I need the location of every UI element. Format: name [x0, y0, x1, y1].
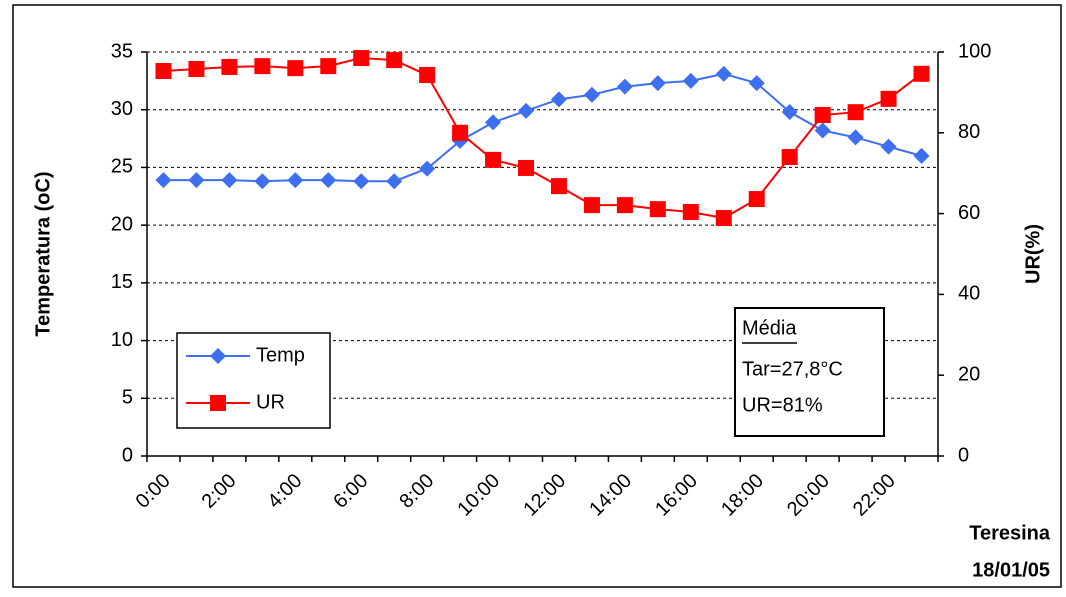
data-point	[320, 172, 337, 189]
y-axis-title: Temperatura (oC)	[32, 171, 54, 336]
y-tick-label: 5	[122, 387, 133, 409]
data-point	[682, 203, 699, 220]
data-point	[616, 197, 633, 214]
data-point	[353, 173, 370, 190]
data-point	[847, 104, 864, 121]
annotation-line: Tar=27,8°C	[742, 358, 843, 380]
caption: Teresina	[969, 522, 1051, 544]
data-point	[781, 104, 798, 121]
data-point	[386, 173, 403, 190]
data-point	[287, 60, 304, 77]
y-tick-label: 10	[111, 329, 133, 351]
data-point	[847, 129, 864, 146]
data-point	[649, 75, 666, 92]
data-point	[583, 86, 600, 103]
data-point	[814, 107, 831, 124]
data-point	[715, 210, 732, 227]
y-tick-label: 20	[111, 213, 133, 235]
data-point	[485, 151, 502, 168]
legend-marker	[210, 348, 226, 364]
data-point	[748, 75, 765, 92]
data-point	[715, 65, 732, 82]
data-point	[748, 191, 765, 208]
data-point	[353, 50, 370, 67]
legend-label: UR	[256, 391, 285, 413]
legend: Temp UR	[176, 332, 331, 429]
data-point	[419, 160, 436, 177]
data-point	[254, 173, 271, 190]
y-tick-label: 30	[111, 98, 133, 120]
annotation-box	[734, 307, 885, 437]
data-point	[386, 52, 403, 69]
y2-tick-label: 40	[958, 283, 980, 305]
data-point	[254, 58, 271, 75]
data-point	[550, 178, 567, 195]
data-point	[155, 172, 172, 189]
data-point	[221, 172, 238, 189]
data-point	[682, 72, 699, 89]
y-tick-label: 25	[111, 156, 133, 178]
data-point	[814, 122, 831, 139]
y2-axis-title: UR(%)	[1022, 224, 1044, 284]
data-point	[550, 91, 567, 108]
annotation-title: Média	[742, 317, 797, 339]
legend-label: Temp	[256, 344, 305, 366]
data-point	[452, 124, 469, 141]
data-point	[221, 58, 238, 75]
legend-marker	[210, 395, 226, 411]
y2-tick-label: 80	[958, 121, 980, 143]
data-point	[781, 149, 798, 166]
y2-tick-label: 20	[958, 363, 980, 385]
data-point	[880, 138, 897, 155]
annotation-line: UR=81%	[742, 394, 823, 416]
data-point	[320, 58, 337, 75]
caption: 18/01/05	[972, 559, 1050, 581]
data-point	[913, 147, 930, 164]
data-point	[188, 60, 205, 77]
data-point	[485, 114, 502, 131]
y2-tick-label: 100	[958, 40, 991, 62]
data-point	[518, 102, 535, 119]
data-point	[287, 172, 304, 189]
annotation: Média Tar=27,8°C UR=81%	[734, 307, 885, 437]
data-point	[188, 172, 205, 189]
data-point	[880, 90, 897, 107]
y-tick-label: 15	[111, 271, 133, 293]
data-point	[518, 159, 535, 176]
legend-box	[176, 332, 331, 429]
data-point	[419, 67, 436, 84]
y2-tick-label: 60	[958, 202, 980, 224]
data-point	[155, 62, 172, 79]
data-point	[913, 65, 930, 82]
data-point	[616, 78, 633, 95]
y-tick-label: 0	[122, 444, 133, 466]
y2-tick-label: 0	[958, 444, 969, 466]
y-tick-label: 35	[111, 40, 133, 62]
data-point	[583, 197, 600, 214]
data-point	[649, 201, 666, 218]
